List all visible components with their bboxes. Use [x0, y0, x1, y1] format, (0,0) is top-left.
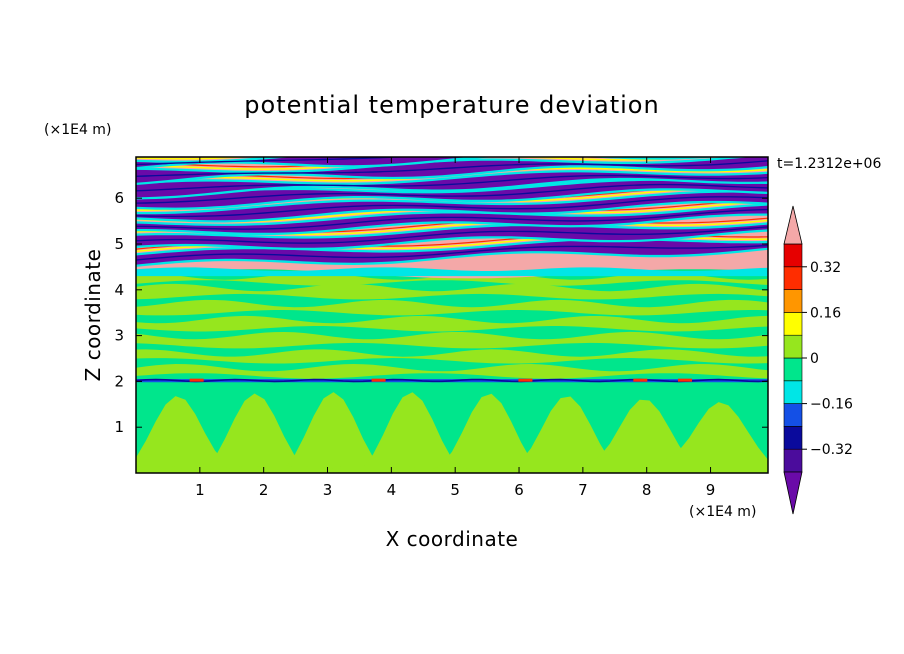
chart-title: potential temperature deviation	[244, 91, 659, 119]
field-interface-line	[136, 378, 768, 383]
colorbar-tick-label: 0	[810, 351, 819, 367]
x-axis-label: X coordinate	[386, 527, 519, 551]
field-layer-core	[136, 244, 768, 261]
colorbar-bin	[783, 334, 803, 359]
field-layer-core	[136, 157, 413, 166]
x-tick-label: 8	[642, 481, 652, 499]
plot-area	[136, 157, 768, 473]
colorbar-under-triangle	[783, 471, 803, 515]
y-tick-label: 1	[114, 418, 124, 436]
colorbar-bin	[783, 289, 803, 313]
y-tick-label: 6	[114, 189, 124, 207]
x-tick-label: 9	[706, 481, 716, 499]
field-band-mid	[136, 331, 768, 349]
field-band-mid	[136, 315, 768, 332]
y-tick-label: 4	[114, 281, 124, 299]
field-layer-negative	[136, 157, 682, 167]
field-layer-negative	[136, 180, 768, 208]
field-band-mid	[136, 299, 768, 316]
colorbar-tick-label: 0.32	[810, 260, 841, 276]
field-band-mid	[136, 349, 768, 364]
x-tick-label: 3	[323, 481, 333, 499]
y-axis-label: Z coordinate	[81, 249, 105, 382]
field-interface-highlight	[371, 378, 386, 382]
field-layer-core	[136, 208, 768, 230]
x-tick-label: 7	[578, 481, 588, 499]
x-tick-label: 5	[450, 481, 460, 499]
colorbar-bin	[783, 403, 803, 427]
colorbar-bin	[783, 357, 803, 382]
field-plume	[136, 393, 768, 473]
field-band-mid	[136, 364, 768, 379]
field-band-bottom	[136, 469, 768, 473]
field-layer-positive-peak	[175, 157, 196, 158]
field-layer-positive-peak	[136, 157, 676, 168]
y-tick-label: 2	[114, 372, 124, 390]
time-label: t=1.2312e+06	[777, 156, 881, 172]
x-tick-label: 2	[259, 481, 269, 499]
field-plume	[136, 402, 768, 473]
x-tick-label: 4	[387, 481, 397, 499]
field-upper-base	[136, 267, 768, 277]
colorbar-bin	[783, 243, 803, 268]
colorbar-bin	[783, 426, 803, 450]
field-layer-core	[136, 160, 768, 177]
x-tick-label: 6	[514, 481, 524, 499]
field-plume	[136, 393, 768, 473]
colorbar-over-triangle	[783, 205, 803, 245]
field-layer-negative	[136, 205, 768, 233]
x-tick-label: 1	[195, 481, 205, 499]
field-interface-highlight	[678, 378, 693, 382]
y-axis: 1 2 3 4 5 6	[114, 189, 768, 436]
colorbar-bin	[783, 312, 803, 336]
field-layer-core	[136, 183, 768, 204]
field-interface-highlight	[189, 378, 204, 382]
colorbar-bin	[783, 448, 803, 473]
y-tick-label: 5	[114, 235, 124, 253]
colorbar-tick-label: 0.16	[810, 305, 841, 321]
field-band-mid	[136, 283, 768, 300]
field-layer-positive-edge	[136, 157, 251, 160]
field-layer-core	[136, 196, 768, 218]
field-layer-negative	[136, 157, 768, 183]
colorbar-tick-label: −0.16	[810, 397, 853, 413]
colorbar-bin	[783, 266, 803, 290]
colorbar: 0.32 0.16 0 −0.16 −0.32	[783, 205, 853, 515]
field-interface-highlight	[518, 378, 533, 382]
colorbar-bin	[783, 380, 803, 404]
field-layer-negative	[136, 224, 768, 248]
colorbar-tick-label: −0.32	[810, 442, 853, 458]
field-plume	[136, 399, 768, 473]
field-plume	[136, 396, 768, 473]
plot-frame	[135, 156, 769, 474]
y-axis-unit: (×1E4 m)	[44, 122, 111, 138]
y-tick-label: 3	[114, 327, 124, 345]
x-axis: 1 2 3 4 5 6 7 8 9	[195, 157, 715, 499]
x-axis-unit: (×1E4 m)	[689, 504, 756, 520]
field-interface-highlight	[633, 378, 648, 382]
